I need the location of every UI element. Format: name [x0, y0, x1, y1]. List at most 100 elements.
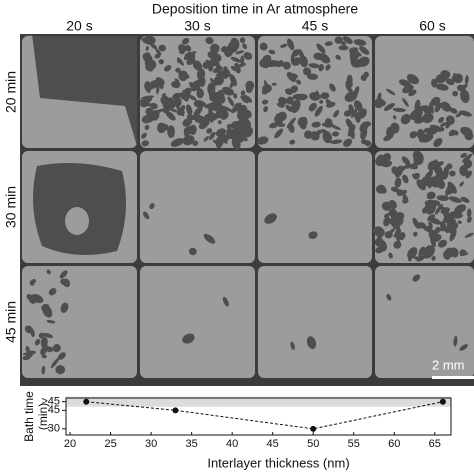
texture — [324, 118, 333, 126]
texture — [46, 319, 56, 324]
texture — [158, 59, 164, 65]
texture — [236, 111, 248, 121]
texture — [334, 36, 343, 44]
texture — [374, 237, 384, 247]
texture — [209, 43, 220, 54]
texture — [314, 105, 323, 117]
texture — [434, 226, 441, 234]
column-label: 60 s — [419, 18, 445, 34]
texture — [60, 302, 69, 313]
texture — [158, 123, 169, 131]
texture — [360, 74, 367, 82]
texture — [350, 58, 357, 68]
texture — [155, 48, 162, 56]
texture — [162, 102, 173, 109]
scale-bar-label: 2 mm — [432, 357, 465, 372]
x-tick-label: 35 — [186, 438, 198, 450]
texture — [240, 95, 249, 104]
texture — [405, 164, 410, 169]
texture — [412, 274, 421, 282]
texture — [300, 123, 307, 130]
texture — [144, 124, 150, 130]
y-axis-label: (min) — [36, 403, 50, 430]
texture — [264, 80, 269, 90]
texture — [430, 96, 441, 106]
texture — [448, 129, 456, 137]
texture — [231, 102, 242, 114]
texture — [418, 252, 423, 260]
texture — [179, 105, 186, 111]
texture — [345, 84, 354, 95]
texture — [186, 114, 197, 121]
texture — [212, 139, 219, 145]
texture — [176, 109, 185, 116]
texture — [311, 121, 321, 128]
texture — [399, 79, 412, 87]
texture — [346, 75, 353, 84]
texture — [318, 64, 324, 72]
texture — [437, 161, 444, 167]
x-tick-label: 55 — [348, 438, 360, 450]
texture — [52, 343, 61, 353]
texture — [422, 246, 435, 259]
texture — [41, 365, 46, 375]
texture — [360, 139, 369, 145]
texture — [184, 51, 197, 56]
texture — [219, 132, 227, 143]
texture — [357, 56, 370, 67]
texture — [215, 73, 228, 78]
texture — [423, 106, 432, 115]
row-label: 45 min — [3, 301, 19, 343]
texture — [217, 120, 222, 125]
x-tick-label: 40 — [226, 438, 238, 450]
texture — [452, 90, 459, 97]
texture — [165, 110, 176, 121]
texture — [421, 133, 434, 143]
texture — [464, 131, 474, 141]
texture — [427, 176, 436, 189]
texture — [156, 85, 160, 95]
texture — [446, 219, 456, 227]
texture — [426, 205, 435, 211]
texture — [385, 88, 396, 96]
texture — [220, 105, 234, 112]
texture — [330, 124, 341, 130]
data-point — [310, 425, 317, 432]
y-tick-label: >45 — [41, 396, 60, 408]
texture — [41, 303, 50, 312]
texture — [437, 239, 448, 248]
texture — [350, 107, 358, 118]
texture — [428, 221, 433, 227]
texture — [374, 98, 385, 109]
texture — [290, 99, 301, 113]
texture — [319, 99, 324, 104]
texture — [243, 94, 253, 103]
texture — [203, 233, 216, 244]
texture — [345, 118, 354, 130]
texture — [459, 344, 468, 351]
texture — [391, 216, 399, 223]
texture — [388, 252, 393, 259]
texture — [457, 220, 462, 224]
texture — [445, 120, 452, 129]
texture — [230, 56, 242, 63]
texture — [148, 79, 161, 90]
texture — [329, 83, 336, 92]
texture — [302, 67, 312, 76]
texture — [292, 49, 300, 57]
texture — [292, 93, 305, 100]
texture — [439, 121, 448, 127]
texture — [386, 126, 395, 139]
texture — [392, 107, 406, 113]
texture — [188, 247, 197, 256]
texture — [379, 187, 387, 194]
texture — [30, 328, 35, 338]
texture — [355, 51, 362, 57]
texture — [407, 247, 418, 259]
texture — [359, 122, 368, 133]
texture — [29, 280, 35, 286]
texture — [38, 332, 45, 339]
texture — [192, 140, 199, 146]
texture — [413, 153, 421, 160]
texture — [48, 288, 57, 296]
